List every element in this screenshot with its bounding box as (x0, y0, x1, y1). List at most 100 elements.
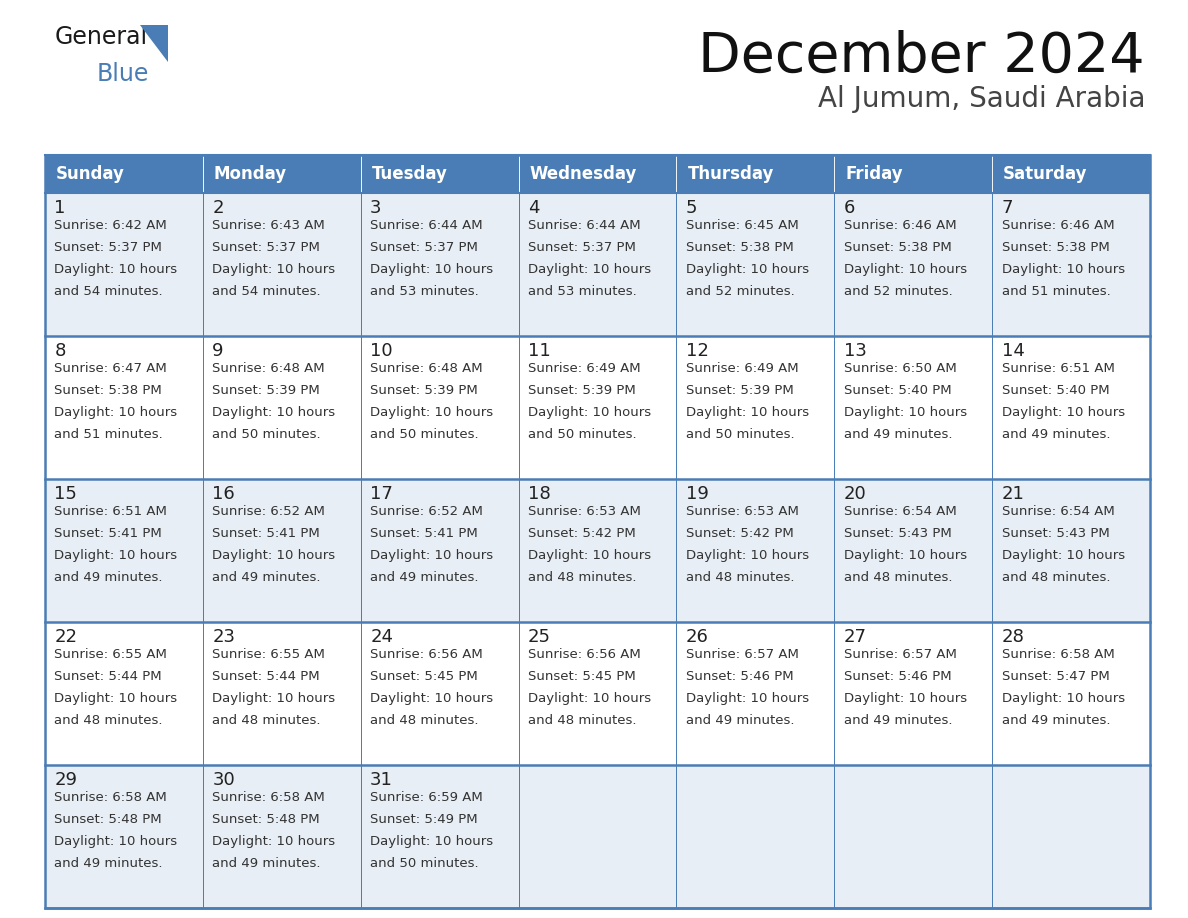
Text: Sunset: 5:44 PM: Sunset: 5:44 PM (55, 670, 162, 683)
Bar (45, 765, 203, 908)
Bar (45, 155, 203, 193)
Text: and 49 minutes.: and 49 minutes. (843, 714, 953, 727)
Text: Sunset: 5:47 PM: Sunset: 5:47 PM (1001, 670, 1110, 683)
Text: Sunset: 5:37 PM: Sunset: 5:37 PM (527, 241, 636, 254)
Bar (992, 765, 1150, 908)
Bar (676, 336, 834, 479)
Bar (203, 193, 361, 336)
Text: 9: 9 (213, 342, 223, 360)
Text: Daylight: 10 hours: Daylight: 10 hours (55, 263, 177, 276)
Text: Sunset: 5:49 PM: Sunset: 5:49 PM (371, 813, 478, 826)
Bar (45, 193, 203, 336)
Text: and 48 minutes.: and 48 minutes. (213, 714, 321, 727)
Text: Sunset: 5:41 PM: Sunset: 5:41 PM (371, 527, 478, 540)
Text: and 50 minutes.: and 50 minutes. (213, 428, 321, 441)
Text: Daylight: 10 hours: Daylight: 10 hours (685, 406, 809, 419)
Text: Daylight: 10 hours: Daylight: 10 hours (371, 835, 493, 848)
Text: Sunrise: 6:54 AM: Sunrise: 6:54 AM (1001, 505, 1114, 518)
Text: Sunrise: 6:55 AM: Sunrise: 6:55 AM (55, 648, 168, 661)
Text: Sunset: 5:40 PM: Sunset: 5:40 PM (1001, 384, 1110, 397)
Text: Daylight: 10 hours: Daylight: 10 hours (55, 406, 177, 419)
Text: Daylight: 10 hours: Daylight: 10 hours (1001, 549, 1125, 562)
Text: Daylight: 10 hours: Daylight: 10 hours (527, 406, 651, 419)
Text: Sunset: 5:45 PM: Sunset: 5:45 PM (527, 670, 636, 683)
Text: 28: 28 (1001, 628, 1024, 646)
Text: Sunset: 5:46 PM: Sunset: 5:46 PM (843, 670, 952, 683)
Text: Al Jumum, Saudi Arabia: Al Jumum, Saudi Arabia (817, 85, 1145, 113)
Text: Sunset: 5:45 PM: Sunset: 5:45 PM (371, 670, 478, 683)
Text: Sunset: 5:43 PM: Sunset: 5:43 PM (843, 527, 952, 540)
Bar (203, 336, 361, 479)
Text: Sunrise: 6:55 AM: Sunrise: 6:55 AM (213, 648, 326, 661)
Text: and 49 minutes.: and 49 minutes. (371, 571, 479, 584)
Bar (992, 479, 1150, 622)
Text: 15: 15 (55, 485, 77, 503)
Text: Sunset: 5:37 PM: Sunset: 5:37 PM (213, 241, 321, 254)
Bar (203, 765, 361, 908)
Bar (676, 155, 834, 193)
Text: 19: 19 (685, 485, 709, 503)
Bar (834, 479, 992, 622)
Text: Sunrise: 6:58 AM: Sunrise: 6:58 AM (55, 791, 168, 804)
Text: Wednesday: Wednesday (530, 165, 637, 183)
Bar (834, 155, 992, 193)
Text: and 53 minutes.: and 53 minutes. (527, 285, 637, 298)
Text: Sunrise: 6:46 AM: Sunrise: 6:46 AM (1001, 219, 1114, 232)
Bar (361, 155, 519, 193)
Text: Sunset: 5:38 PM: Sunset: 5:38 PM (843, 241, 952, 254)
Text: Sunrise: 6:51 AM: Sunrise: 6:51 AM (1001, 362, 1114, 375)
Text: Sunset: 5:37 PM: Sunset: 5:37 PM (55, 241, 163, 254)
Text: and 49 minutes.: and 49 minutes. (843, 428, 953, 441)
Bar (519, 479, 676, 622)
Text: Daylight: 10 hours: Daylight: 10 hours (371, 263, 493, 276)
Text: 21: 21 (1001, 485, 1024, 503)
Text: Monday: Monday (214, 165, 287, 183)
Text: Sunrise: 6:48 AM: Sunrise: 6:48 AM (371, 362, 482, 375)
Text: Sunrise: 6:57 AM: Sunrise: 6:57 AM (843, 648, 956, 661)
Text: Daylight: 10 hours: Daylight: 10 hours (213, 549, 335, 562)
Text: Daylight: 10 hours: Daylight: 10 hours (527, 263, 651, 276)
Text: Sunrise: 6:52 AM: Sunrise: 6:52 AM (213, 505, 326, 518)
Text: Sunset: 5:44 PM: Sunset: 5:44 PM (213, 670, 320, 683)
Text: Sunset: 5:38 PM: Sunset: 5:38 PM (55, 384, 163, 397)
Text: and 51 minutes.: and 51 minutes. (1001, 285, 1111, 298)
Text: Thursday: Thursday (688, 165, 773, 183)
Text: Sunrise: 6:44 AM: Sunrise: 6:44 AM (371, 219, 482, 232)
Text: Sunset: 5:46 PM: Sunset: 5:46 PM (685, 670, 794, 683)
Text: December 2024: December 2024 (699, 30, 1145, 84)
Text: and 49 minutes.: and 49 minutes. (1001, 714, 1110, 727)
Text: 13: 13 (843, 342, 866, 360)
Bar (834, 622, 992, 765)
Text: Sunset: 5:37 PM: Sunset: 5:37 PM (371, 241, 478, 254)
Text: Sunrise: 6:56 AM: Sunrise: 6:56 AM (527, 648, 640, 661)
Text: Daylight: 10 hours: Daylight: 10 hours (527, 692, 651, 705)
Text: Sunset: 5:42 PM: Sunset: 5:42 PM (685, 527, 794, 540)
Text: 10: 10 (371, 342, 393, 360)
Text: 3: 3 (371, 199, 381, 217)
Text: Daylight: 10 hours: Daylight: 10 hours (213, 406, 335, 419)
Bar (45, 479, 203, 622)
Bar (676, 622, 834, 765)
Text: and 52 minutes.: and 52 minutes. (685, 285, 795, 298)
Text: Daylight: 10 hours: Daylight: 10 hours (371, 549, 493, 562)
Bar (834, 193, 992, 336)
Text: and 52 minutes.: and 52 minutes. (843, 285, 953, 298)
Text: and 54 minutes.: and 54 minutes. (55, 285, 163, 298)
Text: Sunset: 5:40 PM: Sunset: 5:40 PM (843, 384, 952, 397)
Text: and 54 minutes.: and 54 minutes. (213, 285, 321, 298)
Text: Sunset: 5:39 PM: Sunset: 5:39 PM (527, 384, 636, 397)
Text: Sunset: 5:39 PM: Sunset: 5:39 PM (685, 384, 794, 397)
Text: Sunrise: 6:49 AM: Sunrise: 6:49 AM (685, 362, 798, 375)
Text: 31: 31 (371, 771, 393, 789)
Text: and 50 minutes.: and 50 minutes. (685, 428, 795, 441)
Text: and 48 minutes.: and 48 minutes. (371, 714, 479, 727)
Bar (992, 193, 1150, 336)
Text: 12: 12 (685, 342, 709, 360)
Text: Tuesday: Tuesday (372, 165, 448, 183)
Text: Sunrise: 6:53 AM: Sunrise: 6:53 AM (685, 505, 798, 518)
Text: 6: 6 (843, 199, 855, 217)
Text: Sunrise: 6:51 AM: Sunrise: 6:51 AM (55, 505, 168, 518)
Text: Sunrise: 6:53 AM: Sunrise: 6:53 AM (527, 505, 640, 518)
Text: Sunrise: 6:42 AM: Sunrise: 6:42 AM (55, 219, 168, 232)
Bar (519, 765, 676, 908)
